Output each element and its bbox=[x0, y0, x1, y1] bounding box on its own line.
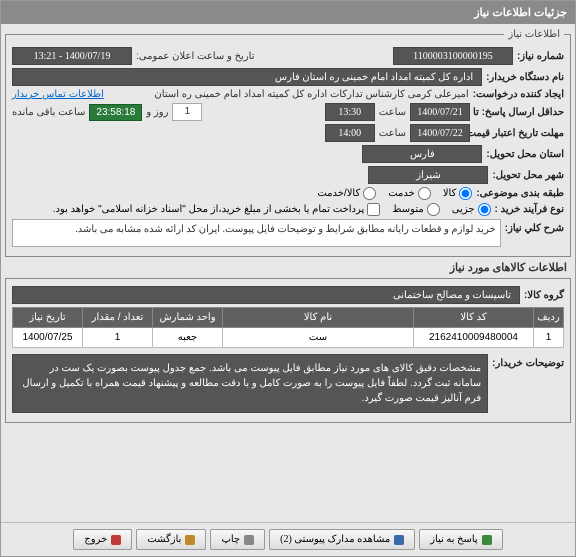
row-city: شهر محل تحویل: شیراز bbox=[12, 166, 564, 184]
cat-goods-radio[interactable] bbox=[459, 187, 472, 200]
col-code: کد کالا bbox=[414, 308, 534, 328]
announce-label: تاریخ و ساعت اعلان عمومی: bbox=[136, 51, 255, 62]
note-label: توضیحات خریدار: bbox=[492, 358, 564, 369]
attach-button[interactable]: مشاهده مدارک پیوستی (2) bbox=[269, 529, 415, 550]
city-value: شیراز bbox=[368, 166, 488, 184]
need-no-label: شماره نیاز: bbox=[517, 51, 564, 62]
cell-name: ست bbox=[223, 328, 414, 348]
cat-both[interactable]: کالا/خدمت bbox=[317, 187, 376, 200]
row-buyer: نام دستگاه خریدار: اداره کل کمیته امداد … bbox=[12, 68, 564, 86]
col-qty: تعداد / مقدار bbox=[83, 308, 153, 328]
proc-medium-radio[interactable] bbox=[427, 203, 440, 216]
remain-time: 23:58:18 bbox=[89, 104, 142, 121]
note-value: مشخصات دقیق کالای های مورد نیاز مطابق فا… bbox=[12, 354, 488, 413]
col-row: ردیف bbox=[534, 308, 564, 328]
row-group: گروه کالا: تاسیسات و مصالح ساختمانی bbox=[12, 286, 564, 304]
validity-time-label: ساعت bbox=[379, 128, 406, 139]
window-title: جزئیات اطلاعات نیاز bbox=[1, 1, 575, 24]
print-icon bbox=[244, 535, 254, 545]
cat-goods[interactable]: کالا bbox=[443, 187, 473, 200]
buyer-value: اداره کل کمیته امداد امام خمینی ره استان… bbox=[12, 68, 482, 86]
reply-icon bbox=[482, 535, 492, 545]
remain-label: ساعت باقی مانده bbox=[12, 107, 85, 118]
content-area: اطلاعات نیاز شماره نیاز: 110000310000019… bbox=[1, 24, 575, 522]
cat-service[interactable]: خدمت bbox=[388, 187, 431, 200]
row-desc: شرح کلي نیاز: خرید لوازم و قطعات رایانه … bbox=[12, 219, 564, 247]
row-category: طبقه بندی موضوعی: کالا خدمت کالا/خدمت bbox=[12, 187, 564, 200]
need-no-value: 1100003100000195 bbox=[393, 47, 513, 65]
items-fieldset: گروه کالا: تاسیسات و مصالح ساختمانی ردیف… bbox=[5, 278, 571, 423]
items-table: ردیف کد کالا نام کالا واحد شمارش تعداد /… bbox=[12, 307, 564, 348]
cat-service-radio[interactable] bbox=[418, 187, 431, 200]
proc-note-checkbox[interactable] bbox=[367, 203, 380, 216]
deadline-label: حداقل ارسال پاسخ: تا تاریخ: bbox=[474, 107, 564, 118]
contact-link[interactable]: اطلاعات تماس خریدار bbox=[12, 89, 104, 100]
cell-row: 1 bbox=[534, 328, 564, 348]
deadline-date: 1400/07/21 bbox=[410, 103, 470, 121]
row-note: توضیحات خریدار: مشخصات دقیق کالای های مو… bbox=[12, 354, 564, 413]
proc-label: نوع فرآیند خرید : bbox=[495, 204, 564, 215]
back-button[interactable]: بازگشت bbox=[136, 529, 206, 550]
prov-value: فارس bbox=[362, 145, 482, 163]
cell-qty: 1 bbox=[83, 328, 153, 348]
creator-value: امیرعلی کرمی کارشناس تدارکات اداره کل کم… bbox=[108, 89, 469, 100]
row-validity: مهلت تاریخ اعتبار قیمت: تا تاریخ: 1400/0… bbox=[12, 124, 564, 142]
cell-unit: جعبه bbox=[153, 328, 223, 348]
day-label: روز و bbox=[146, 107, 168, 118]
group-label: گروه کالا: bbox=[524, 290, 564, 301]
general-fieldset: اطلاعات نیاز شماره نیاز: 110000310000019… bbox=[5, 29, 571, 257]
row-process: نوع فرآیند خرید : جزیی متوسط پرداخت تمام… bbox=[12, 203, 564, 216]
general-legend: اطلاعات نیاز bbox=[504, 29, 564, 40]
validity-time: 14:00 bbox=[325, 124, 375, 142]
col-name: نام کالا bbox=[223, 308, 414, 328]
reply-button[interactable]: پاسخ به نیاز bbox=[419, 529, 503, 550]
window: جزئیات اطلاعات نیاز اطلاعات نیاز شماره ن… bbox=[0, 0, 576, 557]
items-section-title: اطلاعات کالاهای مورد نیاز bbox=[9, 261, 567, 274]
creator-label: ایجاد کننده درخواست: bbox=[473, 89, 564, 100]
row-creator: ایجاد کننده درخواست: امیرعلی کرمی کارشنا… bbox=[12, 89, 564, 100]
row-province: استان محل تحویل: فارس bbox=[12, 145, 564, 163]
buyer-label: نام دستگاه خریدار: bbox=[486, 72, 564, 83]
group-value: تاسیسات و مصالح ساختمانی bbox=[12, 286, 520, 304]
day-value: 1 bbox=[172, 103, 202, 121]
table-row[interactable]: 1 2162410009480004 ست جعبه 1 1400/07/25 bbox=[13, 328, 564, 348]
deadline-time-label: ساعت bbox=[379, 107, 406, 118]
city-label: شهر محل تحویل: bbox=[492, 170, 564, 181]
proc-small[interactable]: جزیی bbox=[452, 203, 491, 216]
validity-label: مهلت تاریخ اعتبار قیمت: تا تاریخ: bbox=[474, 128, 564, 139]
prov-label: استان محل تحویل: bbox=[486, 149, 564, 160]
exit-button[interactable]: خروج bbox=[73, 529, 132, 550]
col-unit: واحد شمارش bbox=[153, 308, 223, 328]
back-icon bbox=[185, 535, 195, 545]
proc-note-check[interactable]: پرداخت تمام یا بخشی از مبلغ خرید،از محل … bbox=[53, 203, 381, 216]
desc-value: خرید لوازم و قطعات رایانه مطابق شرایط و … bbox=[12, 219, 501, 247]
exit-icon bbox=[111, 535, 121, 545]
validity-date: 1400/07/22 bbox=[410, 124, 470, 142]
desc-label: شرح کلي نیاز: bbox=[505, 223, 564, 234]
announce-value: 1400/07/19 - 13:21 bbox=[12, 47, 132, 65]
button-bar: پاسخ به نیاز مشاهده مدارک پیوستی (2) چاپ… bbox=[1, 522, 575, 556]
cat-both-radio[interactable] bbox=[363, 187, 376, 200]
proc-small-radio[interactable] bbox=[478, 203, 491, 216]
attach-icon bbox=[394, 535, 404, 545]
row-need-no: شماره نیاز: 1100003100000195 تاریخ و ساع… bbox=[12, 47, 564, 65]
cat-label: طبقه بندی موضوعی: bbox=[476, 188, 564, 199]
deadline-time: 13:30 bbox=[325, 103, 375, 121]
col-date: تاریخ نیاز bbox=[13, 308, 83, 328]
proc-medium[interactable]: متوسط bbox=[392, 203, 439, 216]
cell-code: 2162410009480004 bbox=[414, 328, 534, 348]
print-button[interactable]: چاپ bbox=[210, 529, 265, 550]
cell-date: 1400/07/25 bbox=[13, 328, 83, 348]
row-deadline: حداقل ارسال پاسخ: تا تاریخ: 1400/07/21 س… bbox=[12, 103, 564, 121]
